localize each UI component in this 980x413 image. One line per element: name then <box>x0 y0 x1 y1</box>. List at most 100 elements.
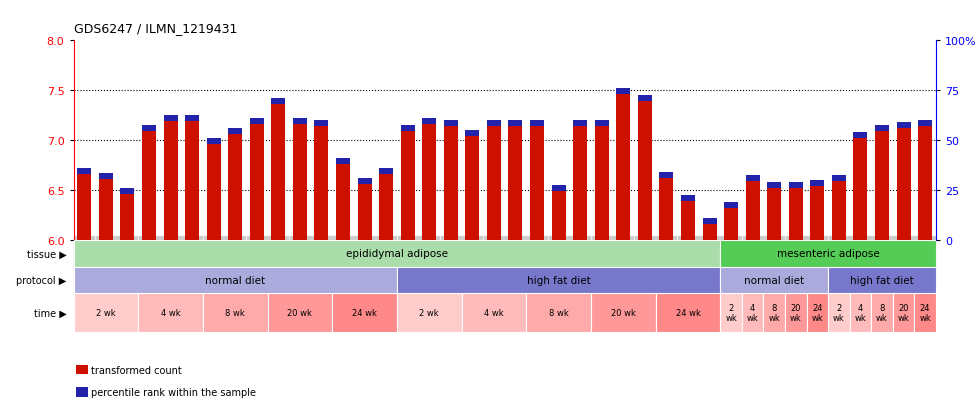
Bar <box>487 121 501 126</box>
Bar <box>810 181 824 186</box>
Text: 20
wk: 20 wk <box>898 303 909 323</box>
Text: 2 wk: 2 wk <box>96 308 116 317</box>
Text: 8 wk: 8 wk <box>225 308 245 317</box>
Bar <box>250 119 264 241</box>
Bar <box>74 267 397 293</box>
Bar <box>77 169 91 241</box>
Bar <box>897 123 910 128</box>
Bar <box>207 139 220 241</box>
Bar <box>185 116 199 241</box>
Bar <box>185 116 199 121</box>
Bar <box>656 293 720 332</box>
Bar <box>99 174 113 241</box>
Bar <box>74 293 138 332</box>
Bar <box>595 121 609 126</box>
Bar <box>724 203 738 208</box>
Text: transformed count: transformed count <box>91 365 182 375</box>
Text: 4
wk: 4 wk <box>855 303 866 323</box>
Text: time ▶: time ▶ <box>34 308 67 318</box>
Text: GDS6247 / ILMN_1219431: GDS6247 / ILMN_1219431 <box>74 22 237 35</box>
Bar <box>77 169 91 174</box>
Bar <box>121 189 134 194</box>
Bar <box>121 189 134 241</box>
Bar <box>530 121 544 126</box>
Bar <box>422 119 436 125</box>
Text: percentile rank within the sample: percentile rank within the sample <box>91 387 256 397</box>
Text: high fat diet: high fat diet <box>850 275 914 285</box>
Text: 24
wk: 24 wk <box>919 303 931 323</box>
Text: tissue ▶: tissue ▶ <box>26 249 67 259</box>
Text: normal diet: normal diet <box>205 275 266 285</box>
Bar <box>164 116 177 241</box>
Bar <box>466 131 479 136</box>
Bar <box>850 293 871 332</box>
Bar <box>401 126 415 131</box>
Bar <box>828 267 936 293</box>
Bar <box>832 176 846 241</box>
Bar <box>720 293 742 332</box>
Bar <box>573 121 587 241</box>
Bar <box>358 179 371 241</box>
Bar <box>746 176 760 181</box>
Bar <box>807 293 828 332</box>
Bar <box>379 169 393 174</box>
Bar <box>358 179 371 184</box>
Bar <box>720 241 936 267</box>
Bar <box>832 176 846 181</box>
Bar <box>828 293 850 332</box>
Bar <box>854 133 867 241</box>
Text: 8
wk: 8 wk <box>768 303 780 323</box>
Bar <box>893 293 914 332</box>
Bar <box>207 139 220 145</box>
Bar <box>810 181 824 241</box>
Bar <box>595 121 609 241</box>
Bar <box>854 133 867 138</box>
Bar <box>444 121 458 126</box>
Bar <box>767 183 781 188</box>
Text: 8 wk: 8 wk <box>549 308 568 317</box>
Bar <box>228 129 242 241</box>
Bar <box>789 183 803 241</box>
Bar <box>897 123 910 241</box>
Bar <box>336 159 350 241</box>
Bar <box>379 169 393 241</box>
Text: 20
wk: 20 wk <box>790 303 802 323</box>
Bar <box>875 126 889 131</box>
Bar <box>591 293 656 332</box>
Bar <box>871 293 893 332</box>
Bar <box>918 121 932 126</box>
Bar <box>914 293 936 332</box>
Bar <box>466 131 479 241</box>
Bar <box>509 121 522 126</box>
Bar <box>746 176 760 241</box>
Bar <box>203 293 268 332</box>
Bar <box>462 293 526 332</box>
Text: 20 wk: 20 wk <box>611 308 636 317</box>
Text: 4 wk: 4 wk <box>161 308 180 317</box>
Bar <box>293 119 307 125</box>
Bar <box>763 293 785 332</box>
Bar <box>444 121 458 241</box>
Bar <box>268 293 332 332</box>
Bar <box>397 293 462 332</box>
Text: high fat diet: high fat diet <box>526 275 591 285</box>
Bar <box>785 293 807 332</box>
Bar <box>616 89 630 95</box>
Bar <box>138 293 203 332</box>
Bar <box>616 89 630 241</box>
Text: epididymal adipose: epididymal adipose <box>346 249 448 259</box>
Text: 20 wk: 20 wk <box>287 308 313 317</box>
Bar <box>271 99 285 241</box>
Bar <box>142 126 156 241</box>
Text: 2
wk: 2 wk <box>725 303 737 323</box>
Text: normal diet: normal diet <box>744 275 805 285</box>
Bar <box>767 183 781 241</box>
Bar <box>681 196 695 241</box>
Bar <box>401 126 415 241</box>
Text: 2 wk: 2 wk <box>419 308 439 317</box>
Text: protocol ▶: protocol ▶ <box>17 275 67 285</box>
Bar <box>487 121 501 241</box>
Text: 24 wk: 24 wk <box>352 308 377 317</box>
Text: 24
wk: 24 wk <box>811 303 823 323</box>
Text: 4 wk: 4 wk <box>484 308 504 317</box>
